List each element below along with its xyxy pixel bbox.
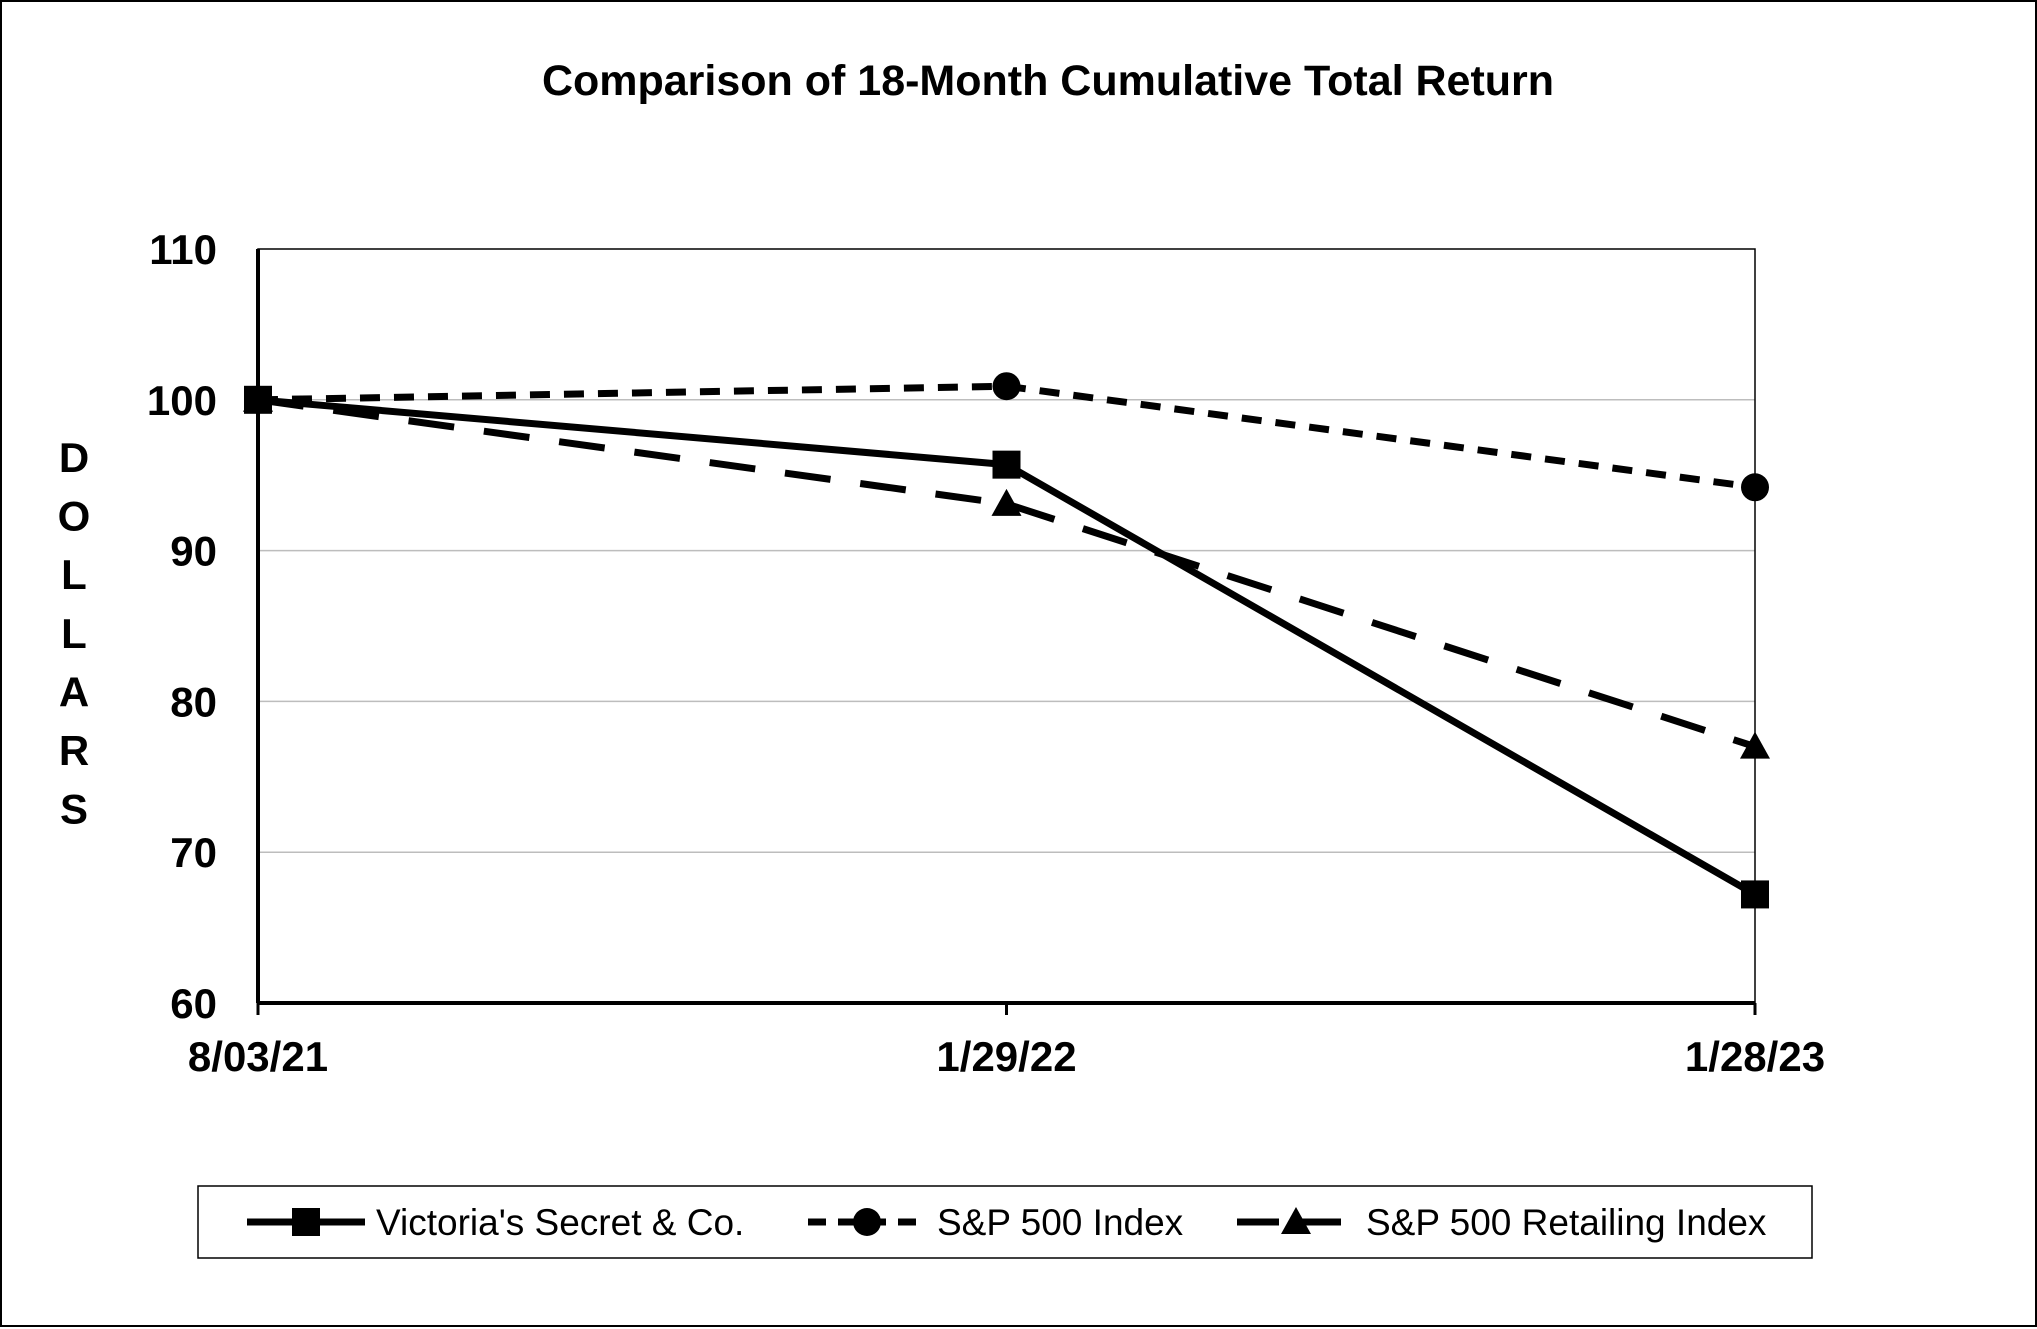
data-point bbox=[992, 450, 1021, 479]
data-point bbox=[1741, 880, 1769, 909]
data-point bbox=[991, 488, 1022, 516]
x-tick-label: 1/29/22 bbox=[936, 1033, 1076, 1080]
axes bbox=[256, 249, 1757, 1015]
y-tick-label: 100 bbox=[147, 377, 217, 424]
y-axis-label-letter: L bbox=[61, 551, 87, 598]
data-point bbox=[1740, 731, 1770, 759]
y-axis-label-letter: O bbox=[58, 493, 91, 540]
data-point bbox=[244, 385, 272, 414]
chart-title: Comparison of 18-Month Cumulative Total … bbox=[542, 57, 1554, 105]
legend-marker bbox=[292, 1208, 320, 1236]
legend-label: Victoria's Secret & Co. bbox=[376, 1202, 744, 1243]
legend-marker bbox=[1281, 1207, 1311, 1234]
data-point bbox=[992, 372, 1021, 401]
y-tick-label: 70 bbox=[170, 829, 217, 876]
y-axis-label-letter: S bbox=[60, 786, 88, 833]
legend-box bbox=[197, 1185, 1813, 1259]
series-line bbox=[257, 396, 1757, 750]
data-point bbox=[1741, 473, 1769, 502]
y-axis-label-letter: A bbox=[59, 668, 89, 715]
y-tick-label: 90 bbox=[170, 528, 217, 575]
legend-label: S&P 500 Retailing Index bbox=[1366, 1202, 1767, 1243]
x-tick-label: 8/03/21 bbox=[188, 1033, 328, 1080]
x-tick-labels: 8/03/21 1/29/22 1/28/23 bbox=[188, 1033, 1825, 1080]
x-tick-label: 1/28/23 bbox=[1685, 1033, 1825, 1080]
series-lines bbox=[243, 372, 1770, 909]
y-axis-label-letter: L bbox=[61, 610, 87, 657]
plot-area bbox=[257, 248, 1756, 1004]
legend: Victoria's Secret & Co. S&P 500 Index S&P … bbox=[197, 1185, 1813, 1259]
y-tick-labels: 60 70 80 90 100 110 bbox=[147, 226, 217, 1027]
y-tick-label: 60 bbox=[170, 980, 217, 1027]
legend-label: S&P 500 Index bbox=[937, 1202, 1184, 1243]
legend-marker bbox=[853, 1208, 881, 1236]
y-axis-label-letter: D bbox=[59, 434, 89, 481]
y-tick-label: 110 bbox=[149, 226, 217, 273]
y-axis-label-letter: R bbox=[59, 727, 89, 774]
y-tick-label: 80 bbox=[170, 678, 217, 725]
